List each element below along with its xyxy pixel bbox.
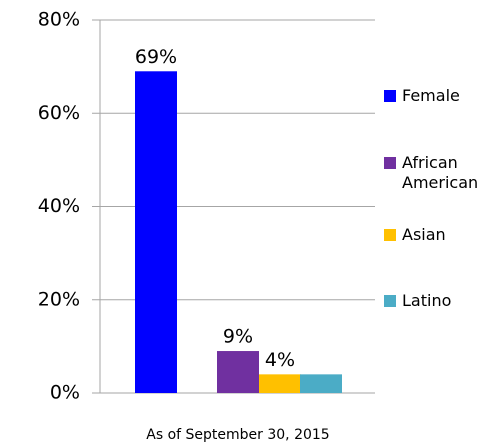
data-label: 9%	[223, 326, 253, 348]
y-tick-label: 40%	[38, 195, 80, 217]
x-tick-label: As of September 30, 2015	[146, 427, 329, 443]
legend-label: Female	[402, 86, 460, 105]
y-tick-label: 0%	[50, 382, 80, 404]
y-tick-label: 20%	[38, 288, 80, 310]
legend-item: Latino	[384, 291, 498, 311]
legend-label: Asian	[402, 225, 446, 244]
data-label: 4%	[265, 349, 295, 371]
bar	[217, 351, 259, 393]
legend-swatch	[384, 295, 396, 307]
legend-swatch	[384, 229, 396, 241]
legend-item: Female	[384, 86, 498, 106]
y-tick-label: 80%	[38, 9, 80, 31]
data-label: 69%	[135, 46, 177, 68]
legend-label: Latino	[402, 291, 452, 310]
legend-swatch	[384, 90, 396, 102]
bar	[135, 71, 177, 393]
bar	[259, 374, 301, 393]
legend-swatch	[384, 157, 396, 169]
legend-item: African American	[384, 153, 498, 193]
bar	[300, 374, 342, 393]
y-tick-label: 60%	[38, 102, 80, 124]
legend-label: African American	[402, 153, 479, 192]
legend-item: Asian	[384, 225, 498, 245]
